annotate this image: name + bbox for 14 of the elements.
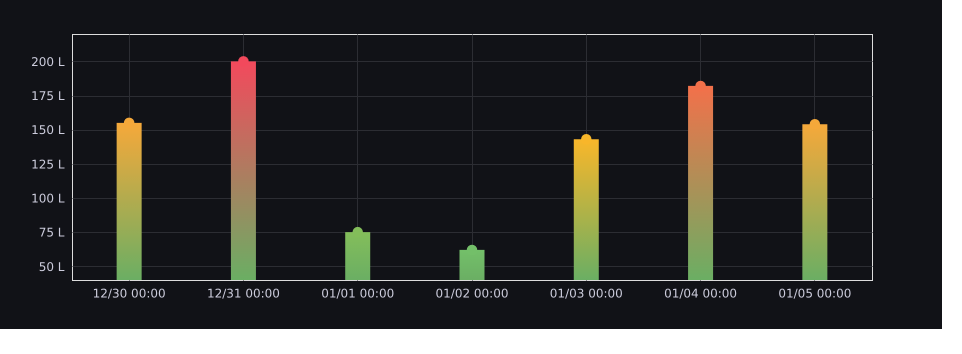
y-tick-label: 175 L: [31, 89, 65, 103]
x-tick-label: 01/05 00:00: [778, 286, 852, 300]
x-tick-label: 01/01 00:00: [321, 286, 394, 300]
x-tick-label: 12/31 00:00: [206, 286, 280, 300]
x-tick-label: 01/02 00:00: [436, 286, 508, 300]
x-tick-label: 12/30 00:00: [92, 286, 166, 300]
x-tick-label: 01/04 00:00: [664, 286, 738, 300]
y-tick-label: 200 L: [31, 54, 65, 69]
y-tick-label: 50 L: [38, 260, 65, 274]
x-tick-label: 01/03 00:00: [550, 286, 623, 300]
y-tick-label: 125 L: [31, 157, 65, 172]
y-tick-label: 150 L: [31, 123, 65, 138]
y-tick-label: 100 L: [31, 192, 65, 206]
y-tick-label: 75 L: [38, 226, 65, 240]
